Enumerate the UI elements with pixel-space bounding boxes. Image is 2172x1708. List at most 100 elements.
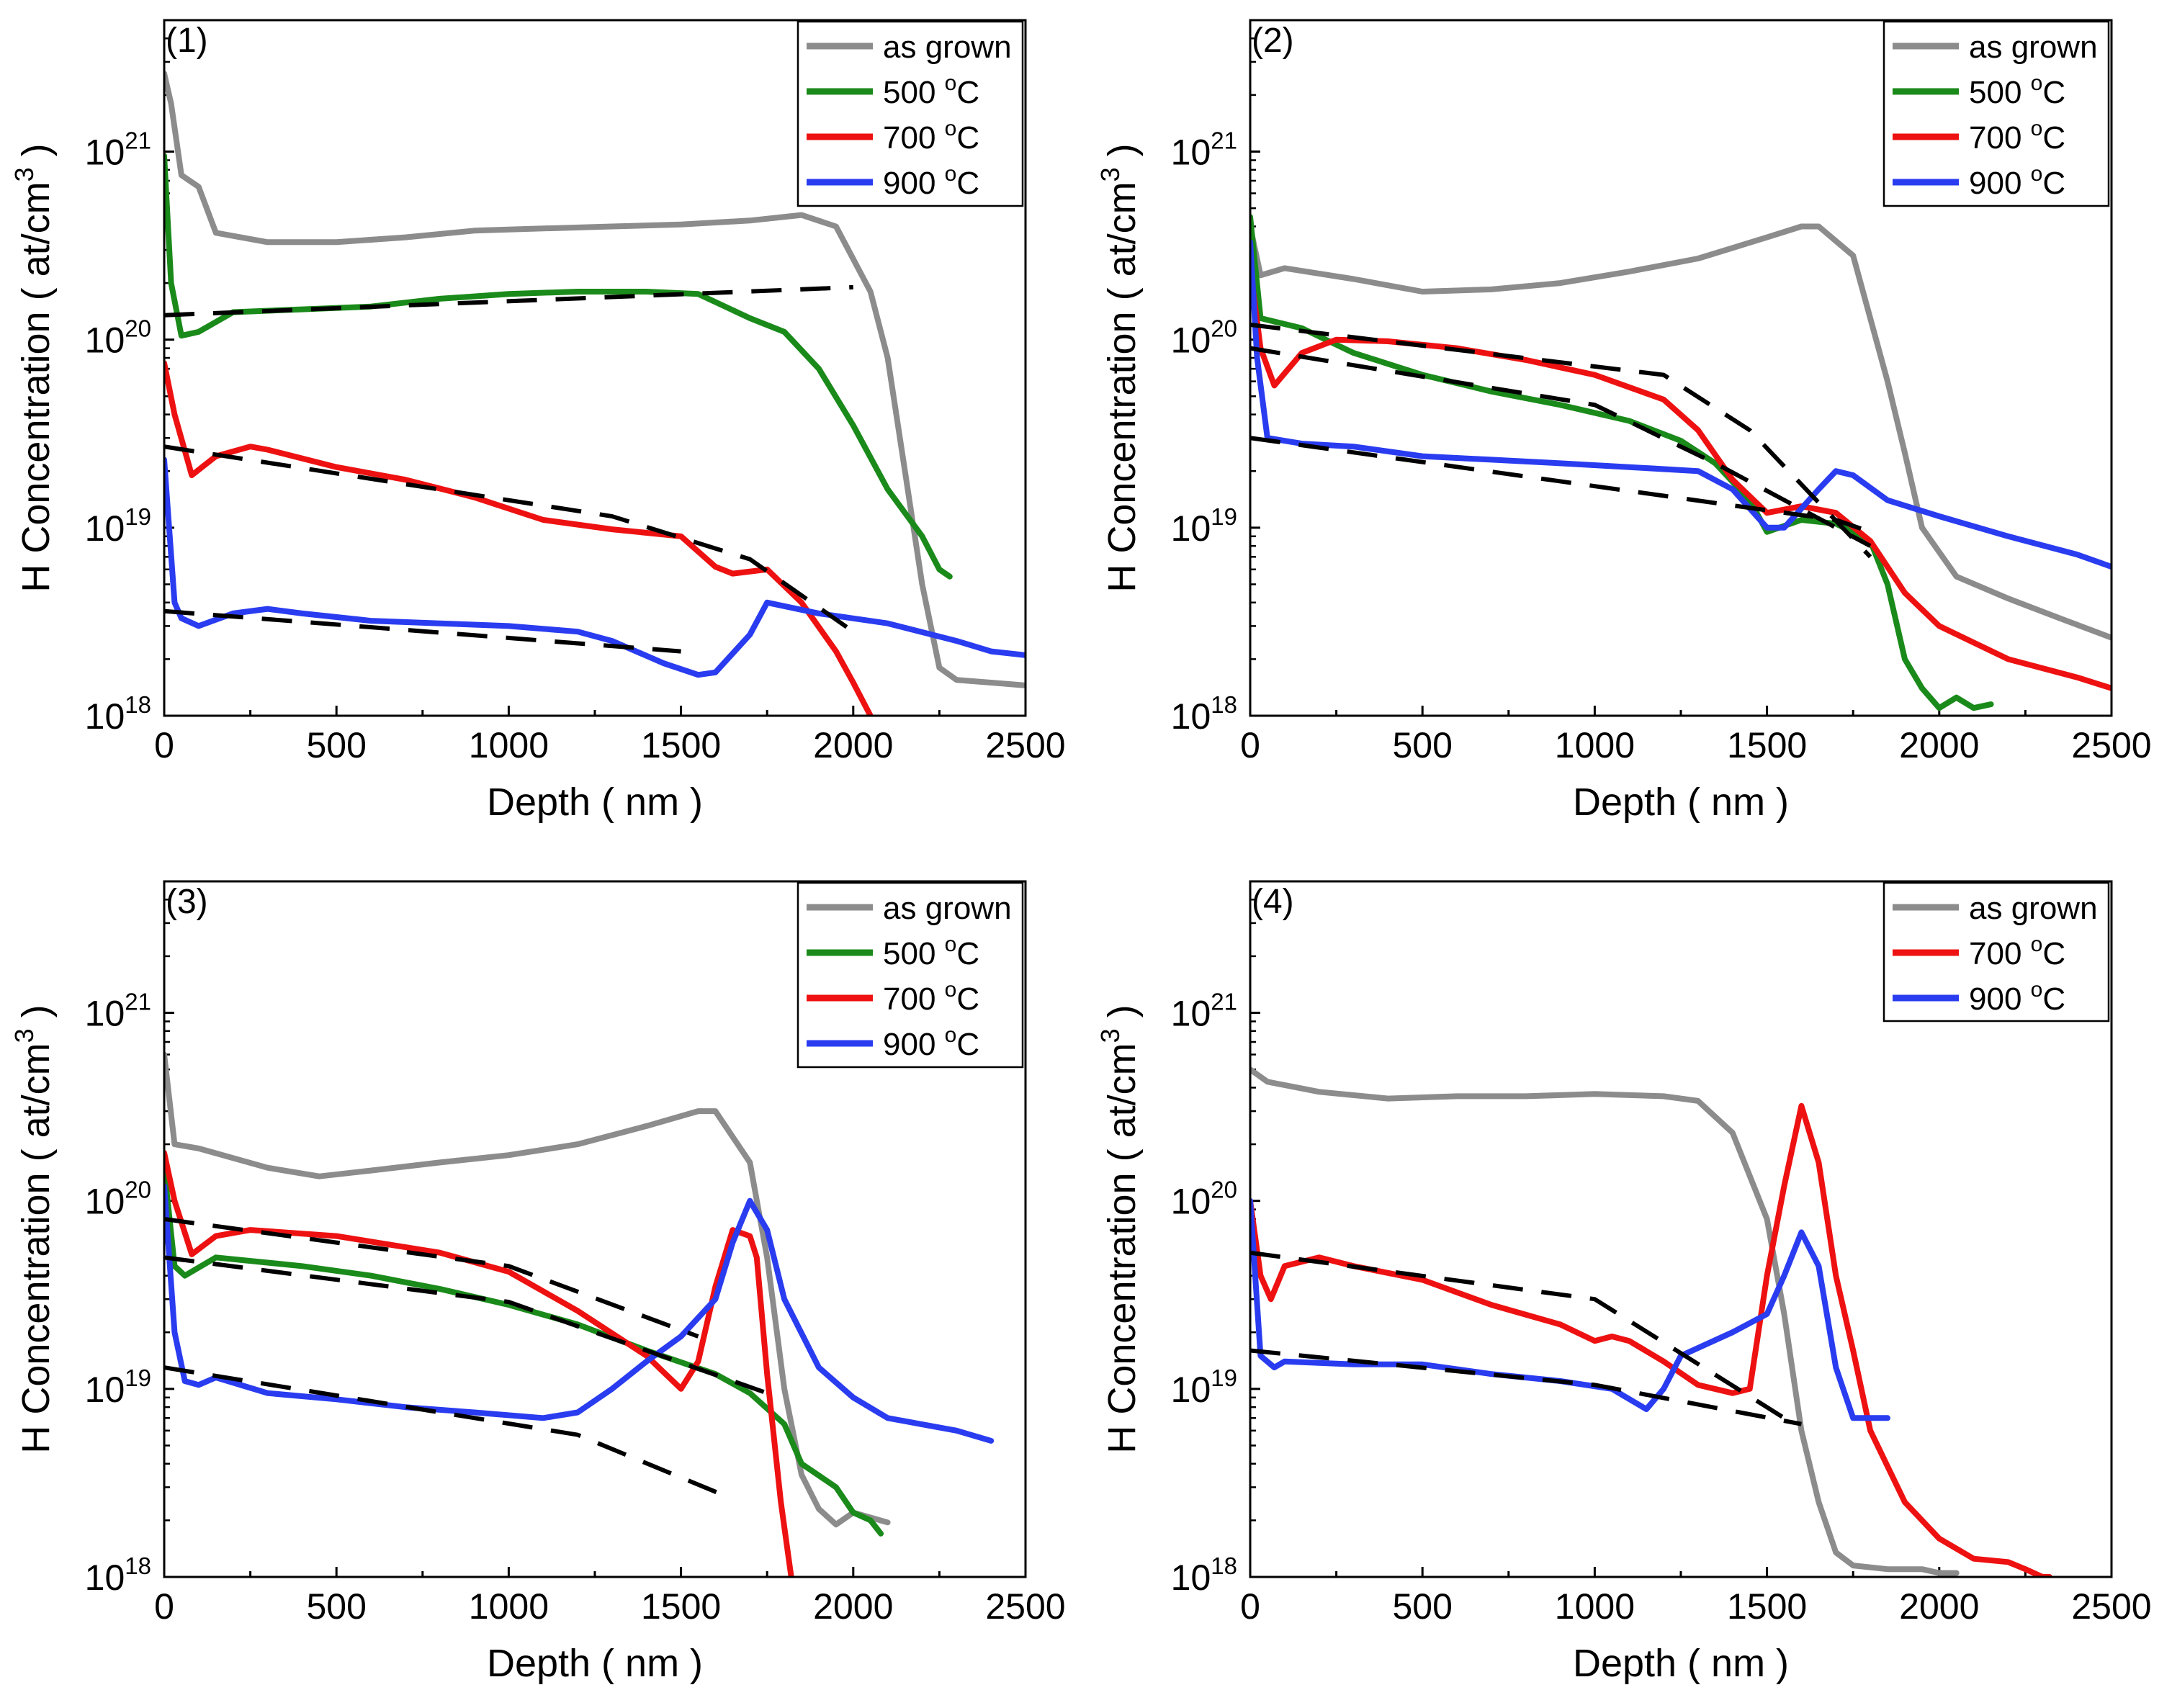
y-tick-label: 1020: [85, 315, 151, 361]
series-line-2: [1250, 214, 1994, 711]
x-tick-label: 0: [1240, 725, 1260, 765]
fit-dashed-line-2: [1250, 346, 1872, 548]
legend-label: as grown: [883, 891, 1012, 926]
y-tick-label: 1021: [85, 989, 151, 1034]
x-tick-label: 500: [306, 1586, 366, 1627]
fit-dashed-line-2: [164, 1255, 768, 1395]
x-axis-label: Depth ( nm ): [1573, 1642, 1789, 1685]
panel-label: (4): [1252, 883, 1294, 921]
legend-label: 700 oC: [1969, 117, 2065, 156]
legend-box: [796, 881, 1024, 1069]
x-axis-label: Depth ( nm ): [487, 781, 703, 824]
legend-label: 700 oC: [883, 978, 979, 1017]
legend-box: [796, 20, 1024, 207]
x-tick-label: 2000: [813, 1586, 893, 1627]
x-tick-label: 1000: [469, 725, 549, 765]
x-tick-label: 500: [1392, 725, 1452, 765]
x-tick-label: 2000: [813, 725, 893, 765]
y-tick-label: 1021: [85, 127, 151, 173]
fit-dashed-line-1: [164, 1217, 699, 1339]
y-tick-label: 1019: [1171, 1365, 1237, 1410]
y-axis-label: H Concentration ( at/cm3 ): [9, 1004, 58, 1453]
series-line-1: [164, 1051, 891, 1528]
legend-box: [1882, 20, 2110, 207]
plot-frame: [163, 880, 1027, 1578]
y-tick-label: 1019: [1171, 503, 1237, 549]
series-line-1: [1250, 1066, 1960, 1576]
legend-label: 900 oC: [1969, 162, 2065, 201]
fit-dashed-line-3: [1250, 436, 1872, 534]
y-tick-label: 1021: [1171, 989, 1237, 1034]
x-tick-label: 1000: [1555, 725, 1635, 765]
x-tick-label: 2500: [985, 1586, 1065, 1627]
legend-label: 900 oC: [1969, 978, 2065, 1017]
y-tick-label: 1020: [85, 1177, 151, 1222]
legend: as grown 500 oC 700 oC 900 oC: [1882, 20, 2110, 207]
x-tick-label: 1000: [1555, 1586, 1635, 1627]
chart-panel-3: 0 500 1000 1500 2000 2500 1018 1019 1020 1021 Dept…: [9, 880, 1066, 1685]
fit-dashed-line-2: [1250, 1348, 1802, 1426]
x-tick-label: 1500: [1727, 1586, 1807, 1627]
panel-label: (1): [166, 22, 208, 60]
series-line-2: [164, 153, 953, 580]
plot-frame: [163, 19, 1027, 717]
legend: as grown 500 oC 700 oC 900 oC: [796, 881, 1024, 1069]
y-tick-label: 1020: [1171, 315, 1237, 361]
fit-dashed-line-1: [164, 284, 853, 318]
series-line-2: [1250, 1102, 2052, 1577]
x-tick-label: 2500: [985, 725, 1065, 765]
x-tick-label: 2000: [1899, 1586, 1979, 1627]
x-tick-label: 0: [1240, 1586, 1260, 1627]
fit-dashed-line-3: [164, 608, 681, 654]
series-line-2: [164, 1164, 884, 1537]
legend-label: as grown: [1969, 30, 2098, 65]
legend-label: 700 oC: [1969, 932, 2065, 971]
series-line-4: [164, 457, 1026, 678]
x-tick-label: 1500: [641, 725, 721, 765]
panel-label: (3): [166, 883, 208, 921]
fit-dashed-line-3: [164, 1365, 734, 1501]
x-tick-label: 1500: [1727, 725, 1807, 765]
y-tick-label: 1019: [85, 1365, 151, 1410]
x-axis-label: Depth ( nm ): [1573, 781, 1789, 824]
chart-panel-2: 0 500 1000 1500 2000 2500 1018 1019 1020 1021 Dept…: [1095, 19, 2152, 824]
y-axis-label: H Concentration ( at/cm3 ): [1095, 143, 1144, 592]
y-tick-label: 1019: [85, 503, 151, 549]
legend-label: 900 oC: [883, 1023, 979, 1062]
legend: as grown 500 oC 700 oC 900 oC: [796, 20, 1024, 207]
series-line-1: [1250, 223, 2112, 641]
x-tick-label: 1500: [641, 1586, 721, 1627]
chart-panel-1: 0 500 1000 1500 2000 2500 1018 1019 1020 1021 Dept…: [9, 19, 1066, 824]
legend: as grown 700 oC 900 oC: [1882, 881, 2110, 1022]
y-tick-label: 1018: [85, 1552, 151, 1598]
series-line-4: [164, 1183, 995, 1444]
x-axis-label: Depth ( nm ): [487, 1642, 703, 1685]
x-tick-label: 0: [154, 725, 174, 765]
series-line-4: [1250, 239, 2112, 570]
y-tick-label: 1018: [85, 691, 151, 737]
x-tick-label: 500: [1392, 1586, 1452, 1627]
x-tick-label: 2000: [1899, 725, 1979, 765]
fit-dashed-line-1: [1250, 323, 1872, 559]
x-tick-label: 1000: [469, 1586, 549, 1627]
fit-dashed-line-1: [1250, 1250, 1786, 1420]
plot-frame: [1249, 880, 2113, 1578]
series-line-3: [1250, 265, 2112, 691]
y-tick-label: 1021: [1171, 127, 1237, 173]
series-line-3: [1250, 1197, 1890, 1421]
y-axis-label: H Concentration ( at/cm3 ): [9, 143, 58, 592]
y-tick-label: 1020: [1171, 1177, 1237, 1222]
y-tick-label: 1018: [1171, 691, 1237, 737]
legend-label: 500 oC: [1969, 71, 2065, 110]
series-line-3: [164, 360, 874, 716]
panel-label: (2): [1252, 22, 1294, 60]
legend-label: 500 oC: [883, 932, 979, 971]
x-tick-label: 500: [306, 725, 366, 765]
series-line-3: [164, 1150, 794, 1577]
legend-label: as grown: [883, 30, 1012, 65]
chart-panel-4: 0 500 1000 1500 2000 2500 1018 1019 1020 1021 Dept…: [1095, 880, 2152, 1685]
legend-label: 700 oC: [883, 117, 979, 156]
x-tick-label: 2500: [2071, 725, 2151, 765]
legend-label: as grown: [1969, 891, 2098, 926]
